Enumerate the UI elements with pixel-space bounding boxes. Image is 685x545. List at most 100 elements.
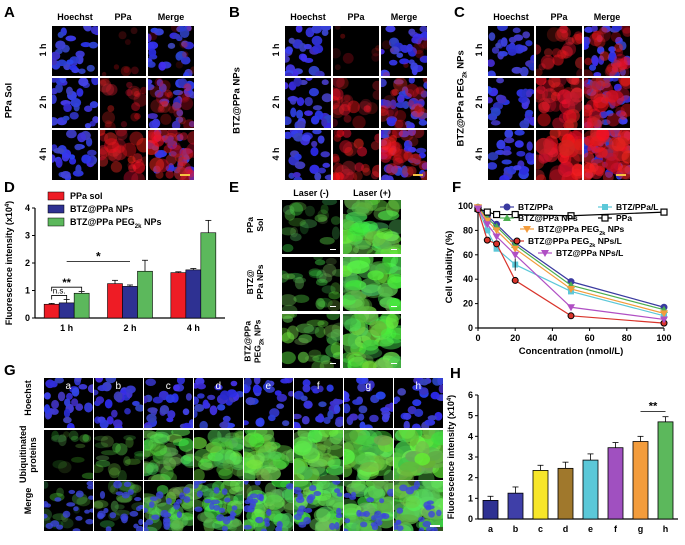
bar	[137, 270, 153, 319]
column-header: Merge	[157, 12, 185, 22]
scale-bar	[391, 249, 397, 250]
micrograph-green	[194, 429, 243, 480]
panel-h-chart: 0 1 2 3 4 5 6 Fluorescence intensity (x104) a b c d…	[446, 390, 678, 534]
row-label: 1 h	[474, 43, 484, 57]
bar	[107, 283, 123, 319]
legend-label: PPa	[616, 213, 632, 223]
data-point	[567, 285, 575, 293]
column-label: a	[65, 381, 72, 392]
x-tick-label: d	[563, 524, 569, 534]
panel-side-label: BTZ@PPa PEG2k NPs	[455, 50, 469, 147]
data-point	[660, 316, 668, 324]
data-point	[511, 245, 520, 253]
scale-bar	[616, 174, 626, 176]
micrograph-hoechst	[52, 78, 98, 128]
data-point	[511, 251, 520, 259]
panel-h-letter: H	[450, 365, 461, 382]
column-header: PPa	[347, 12, 365, 22]
panel-f-letter: F	[452, 179, 462, 196]
data-point	[567, 212, 575, 220]
data-point	[492, 227, 501, 235]
micrograph-ppa	[100, 130, 146, 180]
y-tick-label: 0	[468, 323, 473, 333]
y-tick-label: 1	[25, 286, 30, 296]
bar	[200, 232, 217, 319]
x-tick-label: 80	[622, 333, 632, 343]
micrograph-laser-on	[343, 200, 401, 254]
data-point	[601, 214, 609, 222]
legend-swatch	[47, 204, 65, 214]
panel-e-letter: E	[229, 179, 240, 196]
micrograph-ppa	[536, 78, 582, 128]
significance-label: **	[649, 401, 658, 413]
micrograph-hoechst	[488, 26, 534, 76]
micrograph-merge	[381, 130, 427, 180]
micrograph-greenmerge	[294, 481, 343, 531]
micrograph-hoechst	[285, 26, 331, 76]
row-label: PPa Sol	[245, 216, 265, 234]
panel-a-letter: A	[4, 4, 15, 21]
row-label: Merge	[23, 487, 33, 515]
micrograph-merge	[148, 130, 194, 180]
micrograph-laser-off	[282, 314, 340, 368]
micrograph-hoechst	[52, 130, 98, 180]
scale-bar	[430, 525, 440, 527]
column-header: Merge	[593, 12, 621, 22]
data-point	[483, 236, 491, 244]
y-axis-label: Fluorescence intensity (x104)	[4, 201, 14, 325]
micrograph-greenmerge	[144, 481, 193, 531]
column-header: PPa	[114, 12, 132, 22]
x-tick-label: 1 h	[60, 323, 73, 333]
micrograph-greenmerge	[44, 481, 93, 531]
micrograph-green	[294, 429, 343, 480]
column-label: b	[115, 381, 122, 392]
bar	[482, 500, 499, 520]
legend-label: BTZ@PPa PEG2k NPs/L	[528, 236, 622, 249]
data-point	[523, 226, 531, 233]
significance-label: *	[96, 250, 101, 264]
column-header: PPa	[550, 12, 568, 22]
data-point	[511, 210, 519, 219]
data-point	[484, 227, 491, 234]
micrograph-merge	[584, 78, 630, 128]
data-point	[567, 304, 575, 312]
panel-side-label: PPa Sol	[3, 82, 15, 119]
micrograph-greenmerge	[194, 481, 243, 531]
panel-c-letter: C	[454, 4, 465, 21]
panel-f-chart: 0 20 40 60 80 100 0 20 40 60 80 100 Concentration (n…	[444, 201, 672, 357]
micrograph-merge	[148, 26, 194, 76]
data-point	[511, 276, 519, 284]
micrograph-hoechst	[194, 378, 243, 428]
bar	[170, 272, 187, 319]
series-line	[477, 206, 665, 311]
row-label: 4 h	[474, 147, 484, 161]
data-point	[503, 214, 511, 221]
micrograph-greenmerge	[344, 481, 393, 531]
x-tick-label: c	[538, 524, 543, 534]
panel-side-label: BTZ@PPa NPs	[231, 67, 243, 134]
x-tick-label: h	[663, 524, 669, 534]
scale-bar	[330, 363, 336, 364]
panel-d-letter: D	[4, 179, 15, 196]
data-point	[503, 203, 511, 211]
micrograph-hoechst	[285, 78, 331, 128]
micrograph-hoechst	[285, 130, 331, 180]
micrograph-laser-on	[343, 314, 401, 368]
column-label: f	[316, 381, 320, 392]
micrograph-merge	[381, 26, 427, 76]
row-label: 1 h	[271, 43, 281, 57]
y-tick-label: 1	[468, 493, 473, 503]
column-label: h	[415, 381, 422, 392]
data-point	[567, 312, 575, 320]
row-label: Hoechst	[23, 380, 33, 416]
column-header: Laser (+)	[353, 188, 391, 198]
legend-swatch	[47, 191, 65, 201]
legend-label: BTZ/PPa	[518, 202, 553, 212]
micrograph-green	[144, 429, 193, 480]
x-axis-label: Concentration (nmol/L)	[519, 346, 624, 357]
micrograph-merge	[584, 130, 630, 180]
x-tick-label: 2 h	[123, 323, 136, 333]
bar	[657, 421, 674, 520]
panel-d-chart: 0 1 2 3 4 Fluorescence intensity (x104) 1 h 2 h…	[4, 191, 225, 333]
data-point	[602, 204, 608, 210]
